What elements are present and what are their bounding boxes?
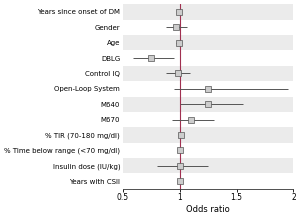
Bar [123, 66, 293, 81]
Bar [123, 81, 293, 97]
Bar [123, 174, 293, 189]
Bar [123, 50, 293, 66]
Bar [123, 158, 293, 174]
Bar [123, 35, 293, 50]
Bar [123, 112, 293, 127]
Bar [123, 97, 293, 112]
Bar [123, 127, 293, 143]
X-axis label: Odds ratio: Odds ratio [186, 205, 230, 214]
Bar [123, 143, 293, 158]
Bar [123, 20, 293, 35]
Bar [123, 4, 293, 20]
